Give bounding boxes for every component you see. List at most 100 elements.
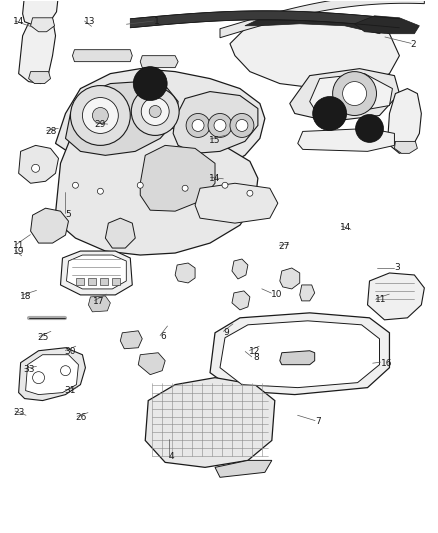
- Polygon shape: [120, 331, 142, 349]
- Text: 28: 28: [45, 127, 57, 136]
- Polygon shape: [140, 55, 178, 68]
- Text: 30: 30: [64, 347, 75, 356]
- Text: 31: 31: [64, 386, 75, 395]
- Circle shape: [186, 114, 210, 138]
- Text: 14: 14: [209, 174, 221, 183]
- Polygon shape: [175, 263, 195, 283]
- Polygon shape: [88, 296, 110, 312]
- Text: 23: 23: [13, 408, 24, 417]
- Polygon shape: [130, 11, 399, 28]
- Circle shape: [82, 98, 118, 133]
- Polygon shape: [310, 74, 392, 114]
- Polygon shape: [72, 50, 132, 62]
- Polygon shape: [66, 82, 178, 155]
- Circle shape: [343, 82, 367, 106]
- Circle shape: [208, 114, 232, 138]
- Polygon shape: [290, 69, 399, 122]
- Circle shape: [72, 182, 78, 188]
- Text: 19: 19: [13, 247, 25, 256]
- Polygon shape: [215, 461, 272, 478]
- Polygon shape: [106, 218, 135, 248]
- Polygon shape: [56, 124, 258, 255]
- Polygon shape: [388, 88, 421, 154]
- Text: 1: 1: [153, 17, 159, 26]
- Polygon shape: [28, 71, 50, 84]
- Circle shape: [32, 164, 39, 172]
- Polygon shape: [19, 348, 85, 401]
- Circle shape: [141, 98, 169, 125]
- Text: 14: 14: [340, 223, 352, 232]
- Polygon shape: [145, 378, 275, 467]
- Circle shape: [356, 115, 384, 142]
- Polygon shape: [280, 268, 300, 289]
- Polygon shape: [280, 351, 314, 365]
- Text: 7: 7: [315, 417, 321, 426]
- Polygon shape: [395, 141, 417, 154]
- Polygon shape: [112, 278, 120, 285]
- Polygon shape: [25, 355, 78, 394]
- Polygon shape: [19, 146, 59, 183]
- Polygon shape: [67, 255, 126, 289]
- Text: 25: 25: [38, 333, 49, 342]
- Circle shape: [236, 119, 248, 132]
- Circle shape: [313, 96, 346, 131]
- Polygon shape: [77, 278, 85, 285]
- Polygon shape: [173, 92, 258, 154]
- Polygon shape: [138, 353, 165, 375]
- Text: 14: 14: [13, 17, 24, 26]
- Text: 17: 17: [93, 297, 105, 306]
- Polygon shape: [31, 18, 54, 32]
- Polygon shape: [300, 285, 314, 301]
- Circle shape: [230, 114, 254, 138]
- Polygon shape: [195, 183, 278, 223]
- Text: 16: 16: [381, 359, 392, 368]
- Text: 9: 9: [223, 328, 229, 337]
- Polygon shape: [100, 278, 108, 285]
- Text: 27: 27: [278, 242, 290, 251]
- Polygon shape: [230, 16, 399, 88]
- Polygon shape: [210, 313, 389, 394]
- Text: 11: 11: [13, 241, 25, 250]
- Circle shape: [149, 106, 161, 117]
- Circle shape: [192, 119, 204, 132]
- Circle shape: [92, 108, 108, 124]
- Circle shape: [133, 67, 167, 101]
- Text: 12: 12: [249, 347, 260, 356]
- Circle shape: [60, 366, 71, 376]
- Circle shape: [32, 372, 45, 384]
- Text: 4: 4: [169, 452, 174, 461]
- Polygon shape: [19, 14, 56, 84]
- Circle shape: [131, 87, 179, 135]
- Polygon shape: [23, 0, 59, 26]
- Polygon shape: [140, 146, 215, 211]
- Polygon shape: [298, 128, 395, 151]
- Circle shape: [332, 71, 377, 116]
- Polygon shape: [220, 0, 424, 38]
- Text: 26: 26: [76, 413, 87, 422]
- Polygon shape: [367, 273, 424, 320]
- Text: 15: 15: [209, 135, 221, 144]
- Text: 33: 33: [23, 365, 35, 374]
- Circle shape: [137, 182, 143, 188]
- Polygon shape: [88, 278, 96, 285]
- Text: 11: 11: [375, 295, 387, 304]
- Circle shape: [247, 190, 253, 196]
- Circle shape: [97, 188, 103, 194]
- Polygon shape: [232, 291, 250, 310]
- Text: 10: 10: [272, 289, 283, 298]
- Circle shape: [214, 119, 226, 132]
- Polygon shape: [232, 259, 248, 279]
- Text: 8: 8: [253, 353, 259, 362]
- Polygon shape: [220, 321, 379, 387]
- Polygon shape: [56, 69, 265, 178]
- Text: 13: 13: [84, 17, 95, 26]
- Text: 6: 6: [160, 332, 166, 341]
- Text: 29: 29: [95, 119, 106, 128]
- Circle shape: [222, 182, 228, 188]
- Text: 5: 5: [65, 210, 71, 219]
- Polygon shape: [245, 16, 385, 34]
- Polygon shape: [60, 251, 132, 295]
- Polygon shape: [355, 16, 419, 34]
- Polygon shape: [31, 208, 68, 243]
- Text: 18: 18: [20, 292, 32, 301]
